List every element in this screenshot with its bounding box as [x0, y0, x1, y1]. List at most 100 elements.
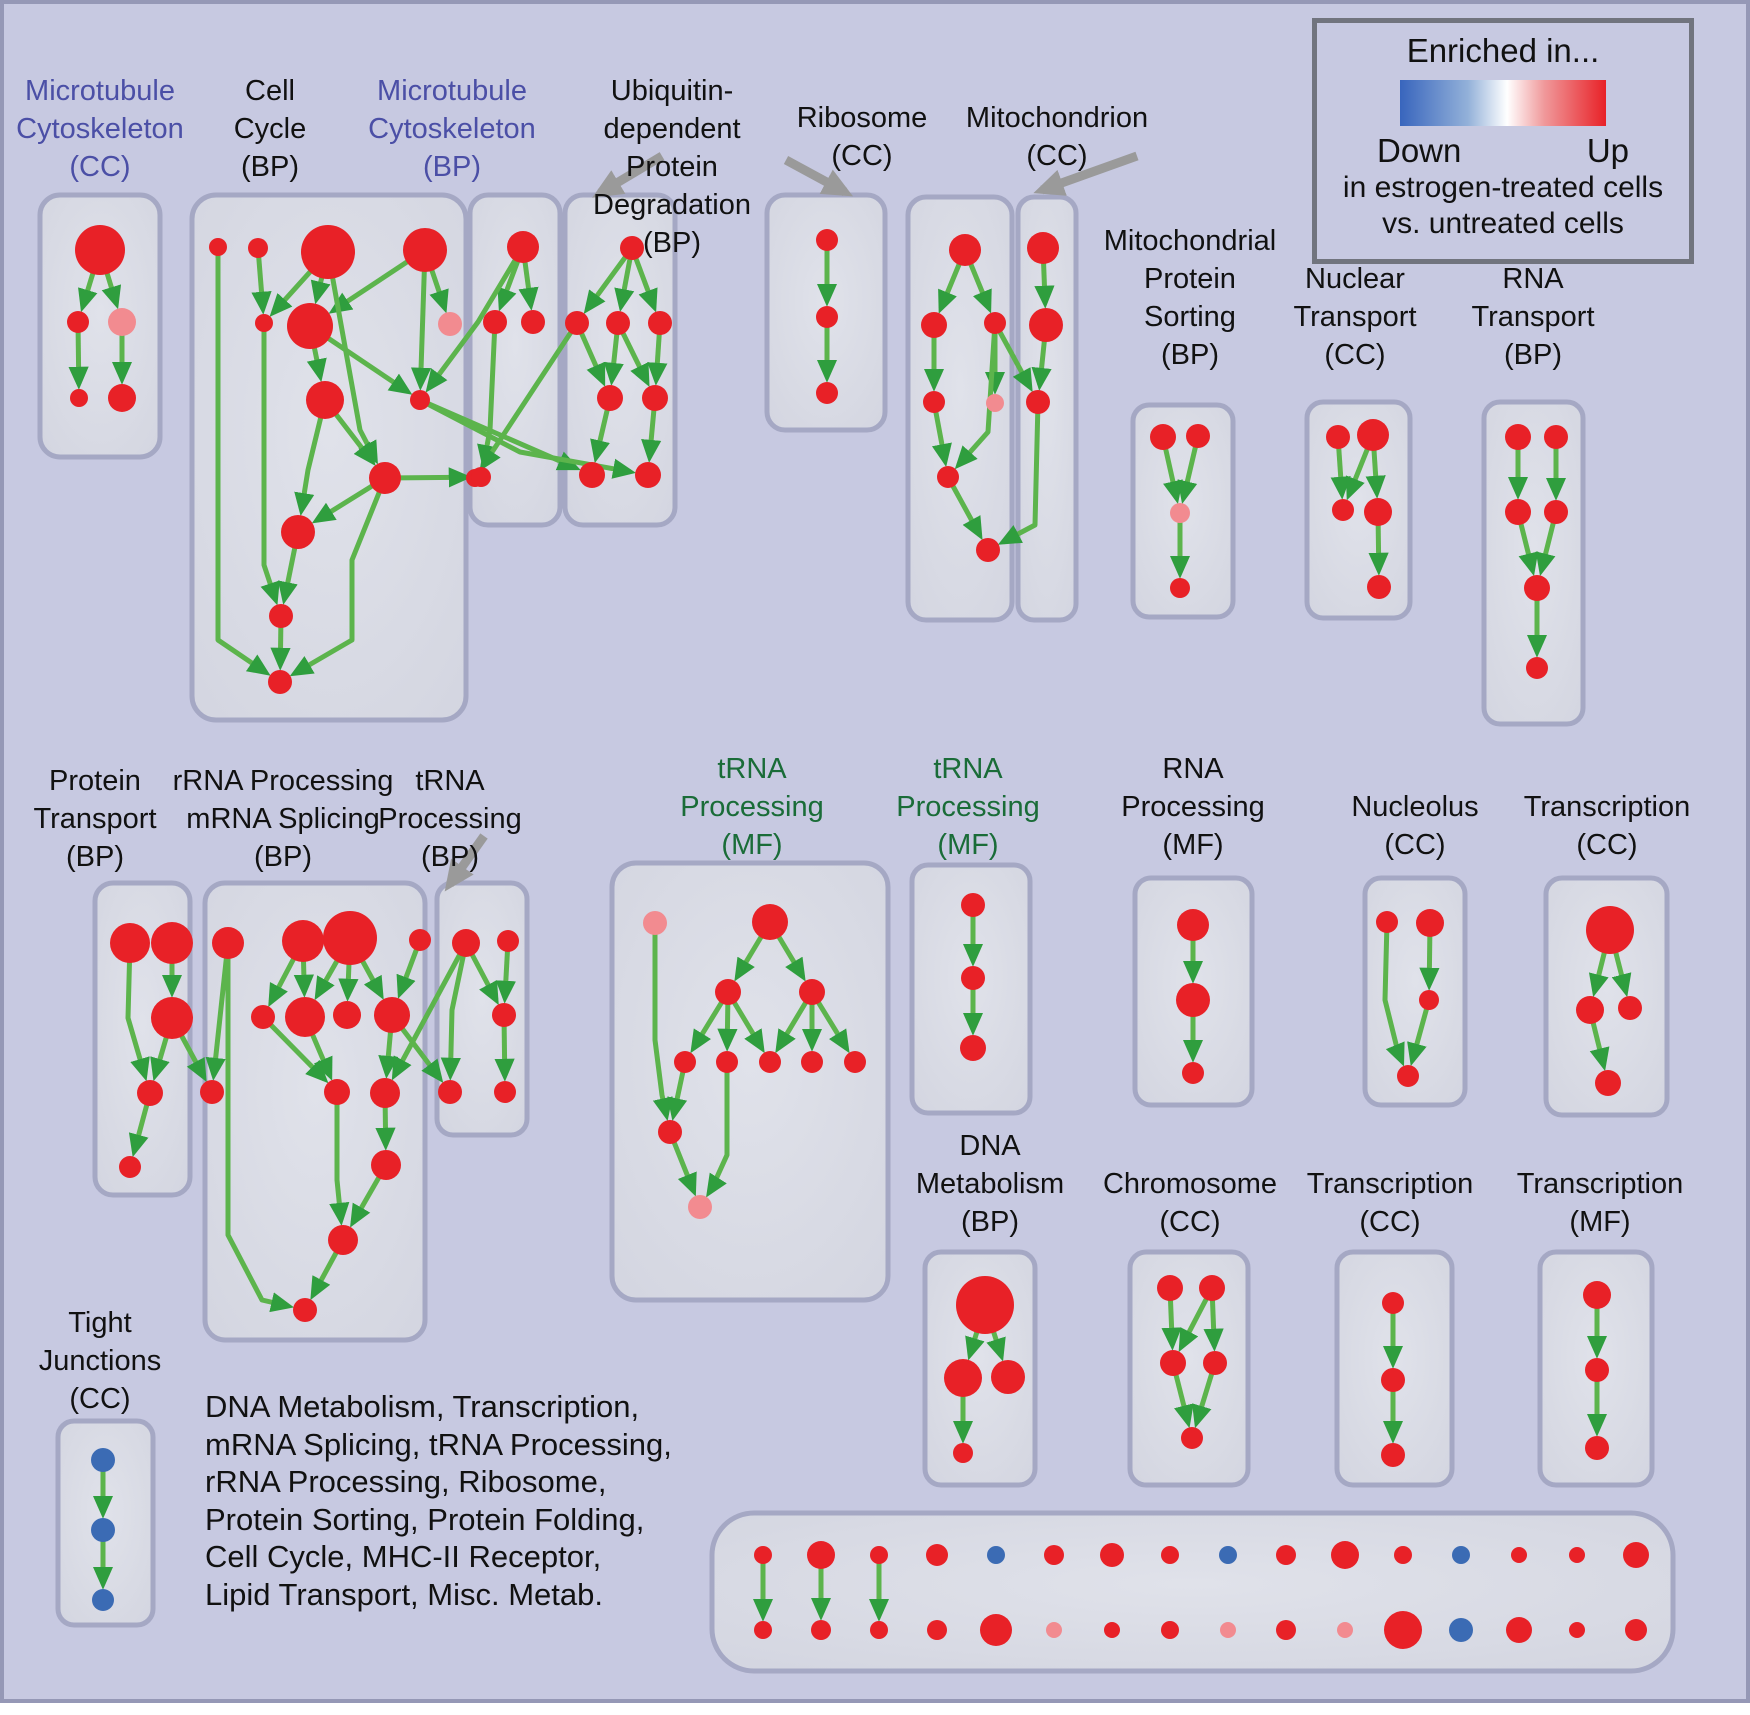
- cluster-label-protein-transport: Transport: [33, 803, 156, 835]
- node-rrna-mrna-q3: [323, 911, 377, 965]
- node-cell-cycle-n6: [287, 303, 333, 349]
- misc-list-line: DNA Metabolism, Transcription,: [205, 1389, 640, 1424]
- cluster-label-trna-mf-big: Processing: [680, 791, 823, 823]
- node-rna-transport-r2: [1544, 425, 1568, 449]
- node-rrna-mrna-q5: [251, 1005, 275, 1029]
- node-rrna-mrna-q1: [212, 927, 244, 959]
- node-rrna-mrna-q11: [370, 1078, 400, 1108]
- node-microtubule-bp-c: [521, 310, 545, 334]
- cluster-label-chromosome: Chromosome: [1103, 1168, 1277, 1200]
- node-cell-cycle-n5: [255, 314, 273, 332]
- node-nucleolus-k1: [1376, 911, 1398, 933]
- node-rna-transport-r6: [1526, 657, 1548, 679]
- node-protein-transport-p4: [137, 1080, 163, 1106]
- cluster-label-rna-processing-mf: (MF): [1162, 829, 1223, 861]
- node-rna-transport-r5: [1524, 575, 1550, 601]
- node-rrna-mrna-q8: [374, 997, 410, 1033]
- cluster-label-rna-processing-mf: Processing: [1121, 791, 1264, 823]
- node-transcription-cc-mid-m2: [1576, 996, 1604, 1024]
- node-misc-box-t14: [1511, 1547, 1527, 1563]
- node-transcription-cc-mid-m4: [1595, 1070, 1621, 1096]
- legend-gradient-bar: [1400, 80, 1606, 126]
- node-misc-box-u13: [1449, 1618, 1473, 1642]
- node-rrna-mrna-q6: [285, 997, 325, 1037]
- cluster-box-microtubule-bp: [467, 192, 563, 528]
- node-mitochondrion-cc-mt2: [1029, 308, 1063, 342]
- node-trna-mf-big-g2: [752, 904, 788, 940]
- node-trna-mf-big-g1: [643, 911, 667, 935]
- node-dna-metabolism-d4: [953, 1443, 973, 1463]
- cluster-label-mito-sorting: Protein: [1144, 263, 1236, 295]
- label-pointer-arrow: [783, 156, 854, 197]
- node-ubiquitin-bp-r1: [565, 311, 589, 335]
- cluster-label-mitochondrion-cc: (CC): [1026, 140, 1087, 172]
- edge: [583, 246, 635, 314]
- cluster-label-trna-mf-small: tRNA: [933, 753, 1003, 785]
- node-cell-cycle-n3: [301, 225, 355, 279]
- node-misc-box-t9: [1219, 1546, 1237, 1564]
- node-chromosome-c1: [1157, 1275, 1183, 1301]
- node-rrna-mrna-q10: [324, 1079, 350, 1105]
- node-ribosome-cc-D: [923, 391, 945, 413]
- node-misc-box-t10: [1276, 1545, 1296, 1565]
- node-trna-mf-small-h2: [961, 966, 985, 990]
- node-trna-bp-w3: [438, 1080, 462, 1104]
- nodes-layer: [67, 225, 1649, 1649]
- cluster-label-mito-sorting: Mitochondrial: [1104, 225, 1276, 257]
- node-nuclear-transport-t1: [1326, 425, 1350, 449]
- node-trna-mf-big-g10: [658, 1120, 682, 1144]
- label-pointer-arrow: [592, 152, 665, 198]
- node-tight-junctions-b1: [91, 1448, 115, 1472]
- node-rna-processing-mf-j1: [1177, 909, 1209, 941]
- cluster-label-mitochondrion-cc: Mitochondrion: [966, 102, 1148, 134]
- node-misc-box-t3: [870, 1546, 888, 1564]
- node-rrna-mrna-q7: [333, 1001, 361, 1029]
- node-ubiquitin-bp-b1: [579, 462, 605, 488]
- edge: [225, 943, 295, 1313]
- node-chromosome-c5: [1181, 1427, 1203, 1449]
- node-misc-box-u12: [1384, 1611, 1422, 1649]
- node-misc-box-t12: [1394, 1546, 1412, 1564]
- cluster-label-rrna-mrna: rRNA Processing: [173, 765, 394, 797]
- edge: [329, 1092, 350, 1226]
- node-protein-transport-p3: [151, 997, 193, 1039]
- node-misc-box-t4: [926, 1544, 948, 1566]
- node-protein-transport-p2: [151, 922, 193, 964]
- node-misc-box-t5: [987, 1546, 1005, 1564]
- misc-clusters-list: DNA Metabolism, Transcription, mRNA Spli…: [205, 1388, 672, 1613]
- cluster-label-ubiquitin-bp: Degradation: [593, 189, 751, 221]
- cluster-label-protein-transport: (BP): [66, 841, 124, 873]
- edge: [125, 942, 150, 1082]
- legend-subtitle-2: vs. untreated cells: [1382, 207, 1624, 240]
- cluster-label-rrna-mrna: (BP): [254, 841, 312, 873]
- cluster-label-microtubule-bp: Cytoskeleton: [368, 113, 536, 145]
- node-microtubule-cc-a: [75, 225, 125, 275]
- edge: [706, 1062, 730, 1198]
- edge: [440, 942, 469, 1081]
- node-mitochondrion-cc-mt1: [1027, 232, 1059, 264]
- node-nuclear-transport-t4: [1364, 498, 1392, 526]
- node-ribosome-cc-G: [976, 538, 1000, 562]
- node-trna-bp-w5: [494, 1081, 516, 1103]
- edge: [997, 401, 1041, 545]
- node-misc-box-u3: [870, 1621, 888, 1639]
- node-trna-mf-big-g5: [674, 1051, 696, 1073]
- node-mito-sorting-s3: [1170, 503, 1190, 523]
- node-misc-box-t2: [807, 1541, 835, 1569]
- cluster-label-cell-cycle: Cell: [245, 75, 295, 107]
- node-microtubule-cc-d: [70, 389, 88, 407]
- node-rna-processing-mf-j3: [1182, 1062, 1204, 1084]
- label-pointer-arrow: [1033, 151, 1139, 196]
- misc-list-line: Protein Sorting, Protein Folding,: [205, 1501, 645, 1537]
- node-transcription-cc-bottom-x2: [1381, 1368, 1405, 1392]
- node-nucleolus-k4: [1397, 1065, 1419, 1087]
- edge: [479, 321, 580, 472]
- node-rrna-mrna-q12: [371, 1150, 401, 1180]
- cluster-label-cell-cycle: Cycle: [234, 113, 307, 145]
- node-trna-mf-small-h1: [961, 893, 985, 917]
- cluster-label-transcription-mf: (MF): [1569, 1206, 1630, 1238]
- edge: [294, 399, 328, 516]
- cluster-label-nuclear-transport: Transport: [1293, 301, 1416, 333]
- node-nucleolus-k2: [1416, 909, 1444, 937]
